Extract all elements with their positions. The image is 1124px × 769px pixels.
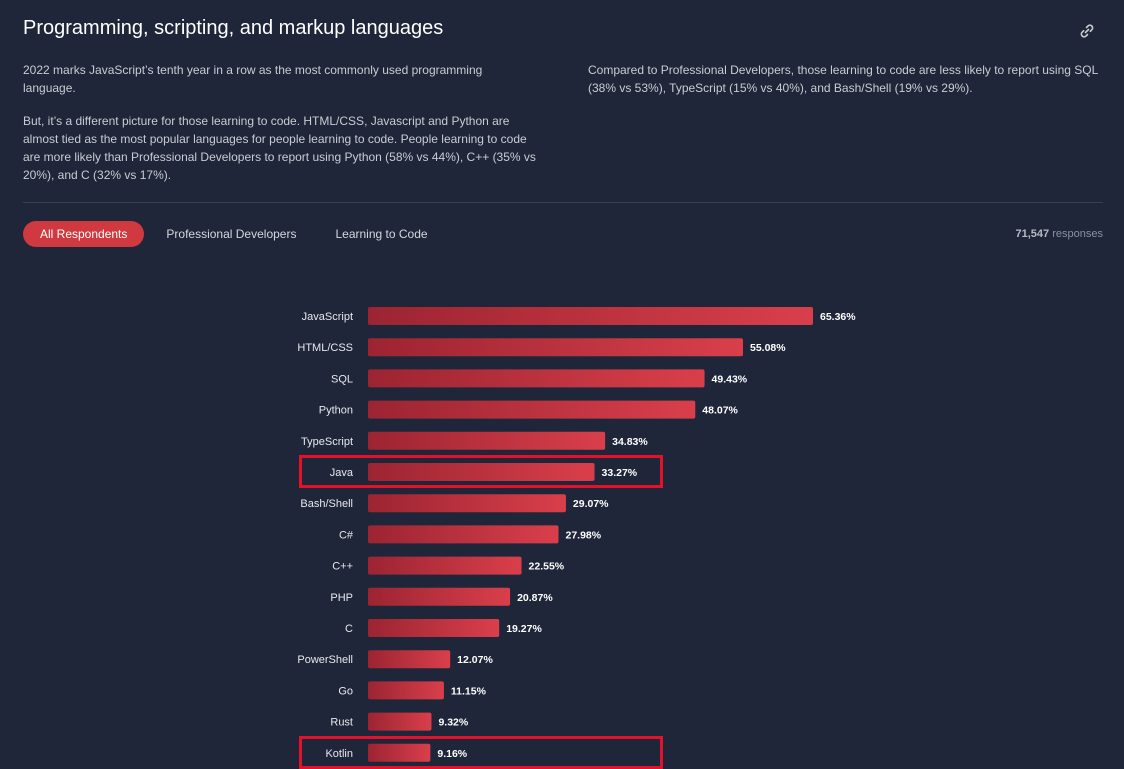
bar-csharp[interactable] xyxy=(368,525,559,544)
intro-right-column: Compared to Professional Developers, tho… xyxy=(588,61,1103,97)
responses-number: 71,547 xyxy=(1015,228,1050,240)
value-label-javascript: 65.36% xyxy=(820,311,856,323)
bar-java[interactable] xyxy=(368,463,595,481)
value-label-java: 33.27% xyxy=(602,467,638,479)
responses-count: 71,547 responses xyxy=(1016,228,1103,240)
category-label-powershell: PowerShell xyxy=(297,654,353,666)
category-label-rust: Rust xyxy=(330,717,353,729)
intro-paragraph-2: But, it’s a different picture for those … xyxy=(23,114,536,182)
bar-cplusplus[interactable] xyxy=(368,556,522,575)
value-label-c: 19.27% xyxy=(506,623,542,635)
section-divider xyxy=(23,202,1103,203)
bar-c[interactable] xyxy=(368,619,500,637)
intro-left-column: 2022 marks JavaScript’s tenth year in a … xyxy=(23,61,538,199)
bar-html-css[interactable] xyxy=(368,338,744,357)
tab-all-respondents[interactable]: All Respondents xyxy=(23,221,145,247)
bar-php[interactable] xyxy=(368,587,511,606)
category-label-typescript: TypeScript xyxy=(301,436,353,448)
page-title: Programming, scripting, and markup langu… xyxy=(23,17,444,39)
bar-python[interactable] xyxy=(368,400,696,419)
value-label-python: 48.07% xyxy=(702,405,738,417)
category-label-php: PHP xyxy=(330,592,353,604)
category-label-cplusplus: C++ xyxy=(332,561,353,573)
category-label-kotlin: Kotlin xyxy=(325,748,353,760)
category-label-python: Python xyxy=(319,405,353,417)
value-label-cplusplus: 22.55% xyxy=(529,561,565,573)
value-label-typescript: 34.83% xyxy=(612,436,648,448)
category-label-bash-shell: Bash/Shell xyxy=(300,498,353,510)
highlight-box-java xyxy=(299,455,663,488)
category-label-html-css: HTML/CSS xyxy=(297,342,353,354)
value-label-powershell: 12.07% xyxy=(457,654,493,666)
bar-bash-shell[interactable] xyxy=(368,494,566,513)
category-label-go: Go xyxy=(338,685,353,697)
responses-label: responses xyxy=(1052,228,1103,240)
value-label-go: 11.15% xyxy=(451,685,487,697)
value-label-rust: 9.32% xyxy=(438,717,468,729)
bar-rust[interactable] xyxy=(368,712,432,731)
link-icon[interactable] xyxy=(1078,22,1096,40)
tab-professional-developers[interactable]: Professional Developers xyxy=(166,227,297,241)
value-label-html-css: 55.08% xyxy=(750,342,786,354)
bar-sql[interactable] xyxy=(368,369,705,388)
bar-javascript[interactable] xyxy=(368,307,813,325)
tab-learning-to-code[interactable]: Learning to Code xyxy=(335,227,428,241)
value-label-bash-shell: 29.07% xyxy=(573,498,609,510)
value-label-sql: 49.43% xyxy=(712,373,748,385)
category-label-csharp: C# xyxy=(339,529,354,541)
highlight-box-kotlin xyxy=(299,735,663,769)
value-label-kotlin: 9.16% xyxy=(437,748,467,760)
category-label-java: Java xyxy=(330,467,354,479)
bar-go[interactable] xyxy=(368,681,444,700)
category-label-javascript: JavaScript xyxy=(302,311,353,323)
bar-typescript[interactable] xyxy=(368,431,606,450)
value-label-php: 20.87% xyxy=(517,592,553,604)
category-label-c: C xyxy=(345,623,353,635)
respondent-tabs: All Respondents Professional Developers … xyxy=(23,221,450,247)
bar-powershell[interactable] xyxy=(368,650,451,669)
category-label-sql: SQL xyxy=(331,373,353,385)
value-label-csharp: 27.98% xyxy=(566,529,602,541)
intro-paragraph-3: Compared to Professional Developers, tho… xyxy=(588,63,1098,95)
bar-kotlin[interactable] xyxy=(368,743,431,762)
intro-paragraph-1: 2022 marks JavaScript’s tenth year in a … xyxy=(23,63,483,95)
